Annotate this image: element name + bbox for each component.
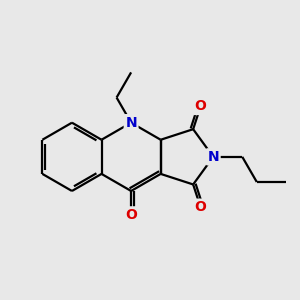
Text: N: N bbox=[207, 150, 219, 164]
Text: O: O bbox=[125, 208, 137, 222]
Text: O: O bbox=[195, 200, 206, 214]
Text: O: O bbox=[195, 100, 206, 113]
Text: N: N bbox=[125, 116, 137, 130]
